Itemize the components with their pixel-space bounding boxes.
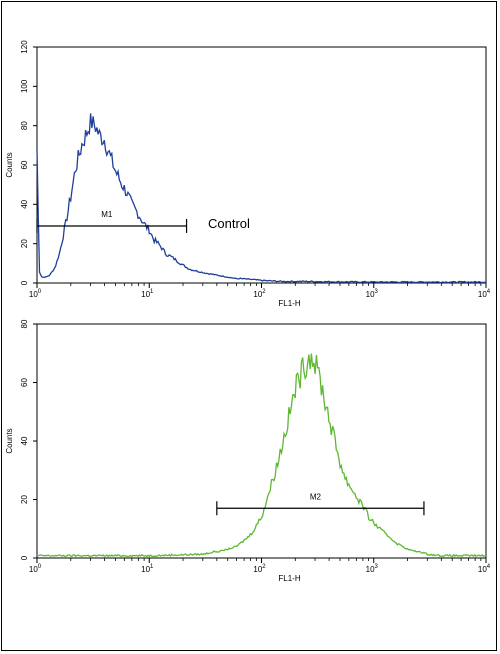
y-tick-label: 100	[20, 79, 29, 93]
x-tick-base: 10	[141, 565, 150, 574]
x-tick-exponent: 1	[150, 564, 154, 570]
x-tick-base: 10	[366, 290, 375, 299]
x-tick-base: 10	[29, 290, 38, 299]
x-tick-base: 10	[478, 565, 487, 574]
x-axis-title: FL1-H	[278, 574, 300, 583]
x-tick-base: 10	[366, 565, 375, 574]
x-tick-exponent: 4	[487, 289, 491, 295]
x-tick-base: 10	[478, 290, 487, 299]
histogram-series-1	[36, 113, 487, 284]
x-tick-label: 100	[29, 289, 42, 299]
y-tick-label: 0	[20, 555, 29, 560]
y-tick-label: 80	[20, 319, 29, 328]
y-tick-label: 40	[20, 436, 29, 445]
y-tick-label: 0	[20, 280, 29, 285]
x-tick-label: 103	[366, 289, 379, 299]
y-tick-label: 120	[20, 40, 29, 54]
x-tick-exponent: 4	[487, 564, 491, 570]
x-tick-exponent: 0	[38, 564, 42, 570]
x-tick-base: 10	[141, 290, 150, 299]
x-tick-exponent: 0	[38, 289, 42, 295]
x-tick-label: 100	[29, 564, 42, 574]
y-axis-title: Counts	[5, 152, 14, 177]
x-tick-exponent: 2	[262, 564, 266, 570]
x-tick-base: 10	[253, 565, 262, 574]
y-tick-label: 40	[20, 199, 29, 208]
x-tick-exponent: 3	[375, 289, 379, 295]
plot-area	[36, 323, 487, 559]
gate-marker-label: M1	[101, 210, 113, 219]
y-axis-title: Counts	[5, 428, 14, 453]
x-tick-label: 101	[141, 289, 154, 299]
x-axis-title: FL1-H	[278, 299, 300, 308]
control-annotation: Control	[208, 216, 250, 231]
x-tick-base: 10	[253, 290, 262, 299]
plot-area	[36, 46, 487, 284]
y-tick-label: 20	[20, 239, 29, 248]
x-tick-exponent: 1	[150, 289, 154, 295]
y-tick-label: 60	[20, 160, 29, 169]
histogram-series-1	[36, 353, 487, 558]
x-tick-exponent: 3	[375, 564, 379, 570]
x-tick-label: 104	[478, 564, 491, 574]
y-tick-label: 60	[20, 378, 29, 387]
gate-marker-label: M2	[310, 492, 322, 501]
x-tick-label: 102	[253, 289, 266, 299]
x-tick-label: 104	[478, 289, 491, 299]
y-tick-label: 80	[20, 121, 29, 130]
x-tick-base: 10	[29, 565, 38, 574]
x-tick-exponent: 2	[262, 289, 266, 295]
x-tick-label: 102	[253, 564, 266, 574]
x-tick-label: 101	[141, 564, 154, 574]
y-tick-label: 20	[20, 495, 29, 504]
x-tick-label: 103	[366, 564, 379, 574]
